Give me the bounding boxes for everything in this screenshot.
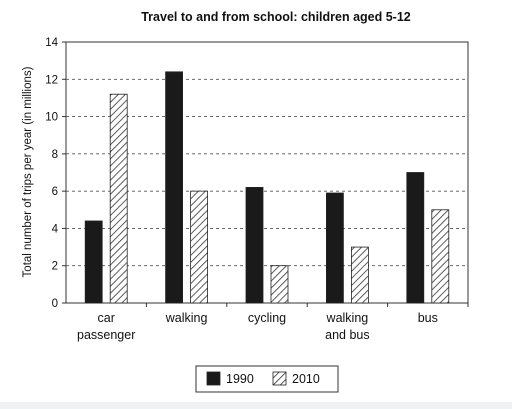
x-category-label: walking	[326, 311, 369, 325]
plot-area-frame	[65, 41, 469, 304]
bar-2010-walking	[190, 190, 209, 304]
y-tick-label: 14	[45, 37, 58, 49]
bars	[84, 71, 469, 307]
bar-2010-walking-and-bus	[350, 246, 369, 304]
bar-2010-bus	[431, 209, 450, 304]
legend-label-1990: 1990	[226, 372, 254, 386]
legend: 1990 2010	[206, 371, 320, 386]
y-tick-label: 2	[52, 261, 58, 273]
x-category-label: car	[98, 311, 115, 325]
x-axis-labels: car passenger walking cycling walking and bus…	[77, 311, 438, 342]
y-tick-label: 8	[52, 149, 58, 161]
legend-label-2010: 2010	[292, 372, 320, 386]
bar-1990-bus	[406, 172, 425, 304]
bar-1990-walking	[165, 71, 184, 304]
bar-1990-car-passenger	[84, 220, 103, 304]
chart-title: Travel to and from school: children aged…	[141, 10, 411, 24]
bar-1990-cycling	[245, 187, 264, 304]
legend-swatch-2010	[272, 371, 287, 386]
y-axis-ticks: 0 2 4 6 8 10 12 14	[45, 37, 66, 310]
y-axis-label: Total number of trips per year (in milli…	[22, 66, 34, 277]
x-category-label: walking	[165, 311, 208, 325]
bar-2010-car-passenger	[109, 93, 128, 304]
x-category-label: passenger	[77, 328, 135, 342]
y-axis-label-group: Total number of trips per year (in milli…	[22, 66, 34, 277]
footer-strip	[0, 402, 512, 409]
bar-1990-walking-and-bus	[325, 192, 344, 304]
y-tick-label: 6	[52, 186, 58, 198]
y-tick-label: 4	[52, 223, 59, 235]
y-tick-label: 12	[45, 74, 58, 86]
x-category-label: cycling	[248, 311, 286, 325]
y-tick-label: 10	[45, 112, 58, 124]
x-category-label: and bus	[325, 328, 369, 342]
legend-swatch-1990	[206, 371, 221, 386]
gridlines	[66, 78, 468, 267]
x-category-label: bus	[418, 311, 438, 325]
y-tick-label: 0	[52, 298, 58, 310]
bar-2010-cycling	[270, 265, 289, 304]
